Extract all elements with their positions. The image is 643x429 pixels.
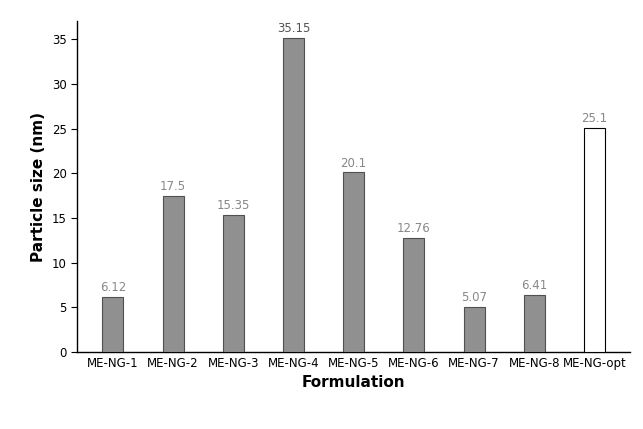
Bar — [343, 172, 364, 352]
Text: 5.07: 5.07 — [461, 291, 487, 304]
Text: 25.1: 25.1 — [581, 112, 608, 125]
Text: 17.5: 17.5 — [160, 180, 186, 193]
Bar — [524, 295, 545, 352]
X-axis label: Formulation: Formulation — [302, 375, 406, 390]
Bar — [584, 128, 605, 352]
Text: 15.35: 15.35 — [217, 199, 250, 212]
Bar — [102, 297, 123, 352]
Bar — [283, 38, 304, 352]
Bar — [222, 215, 244, 352]
Text: 12.76: 12.76 — [397, 222, 431, 235]
Text: 6.12: 6.12 — [100, 281, 126, 294]
Bar — [163, 196, 183, 352]
Bar — [464, 306, 485, 352]
Text: 6.41: 6.41 — [521, 279, 547, 292]
Y-axis label: Particle size (nm): Particle size (nm) — [32, 112, 46, 262]
Bar — [403, 238, 424, 352]
Text: 35.15: 35.15 — [276, 22, 310, 35]
Text: 20.1: 20.1 — [341, 157, 367, 169]
